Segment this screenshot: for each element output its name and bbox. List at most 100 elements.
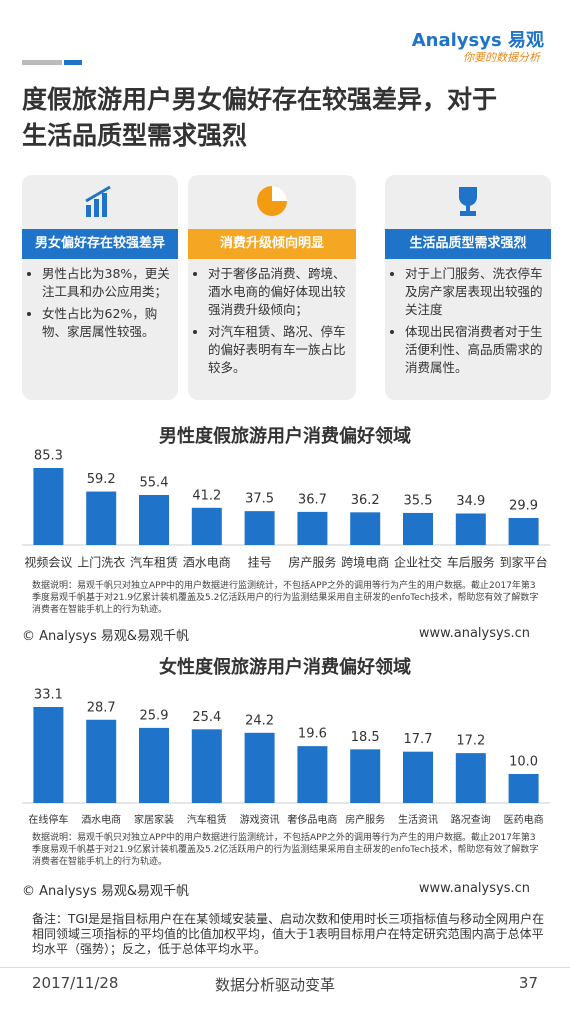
bar bbox=[455, 513, 486, 545]
card: 消费升级倾向明显 对于奢侈品消费、跨境、酒水电商的偏好体现出较强消费升级倾向；对… bbox=[188, 175, 356, 400]
x-tick-label: 汽车租赁 bbox=[130, 555, 178, 570]
value-label: 29.9 bbox=[509, 499, 538, 514]
x-tick-label: 生活资讯 bbox=[398, 813, 438, 826]
x-tick-label: 房产服务 bbox=[288, 555, 336, 570]
bar bbox=[33, 707, 64, 803]
chart-title: 女性度假旅游用户消费偏好领域 bbox=[159, 656, 411, 678]
source-note: 数据说明：易观千帆只对独立APP中的用户数据进行监测统计，不包括APP之外的调用… bbox=[32, 833, 539, 867]
divider bbox=[0, 967, 570, 968]
icon bbox=[257, 186, 287, 216]
value-label: 17.7 bbox=[404, 732, 433, 747]
bar bbox=[350, 749, 381, 803]
bullet: 体现出民宿消费者对于生活便利性、高品质需求的消费属性。 bbox=[405, 323, 543, 377]
value-label: 85.3 bbox=[34, 449, 63, 464]
bar bbox=[455, 753, 486, 803]
x-tick-label: 酒水电商 bbox=[81, 813, 121, 826]
footnote: 备注：TGI是是指目标用户在在某领域安装量、启动次数和使用时长三项指标值与移动全… bbox=[32, 912, 545, 956]
x-tick-label: 在线停车 bbox=[28, 813, 68, 826]
card-title: 消费升级倾向明显 bbox=[188, 229, 356, 259]
footer-slogan: 数据分析驱动变革 bbox=[215, 976, 336, 994]
bar bbox=[508, 773, 539, 803]
bar bbox=[350, 512, 381, 545]
x-tick-label: 酒水电商 bbox=[183, 555, 231, 570]
page-number: 37 bbox=[518, 974, 538, 992]
x-tick-label: 企业社交 bbox=[394, 555, 442, 570]
url: www.analysys.cn bbox=[418, 881, 530, 896]
value-label: 25.4 bbox=[192, 710, 221, 725]
footer-date: 2017/11/28 bbox=[32, 974, 119, 992]
bar bbox=[403, 512, 433, 545]
x-tick-label: 房产服务 bbox=[345, 813, 385, 826]
card-title: 男女偏好存在较强差异 bbox=[22, 229, 178, 259]
value-label: 34.9 bbox=[456, 494, 485, 509]
value-label: 19.6 bbox=[298, 727, 327, 742]
x-tick-label: 车后服务 bbox=[447, 555, 495, 570]
copyright: © Analysys 易观&易观千帆 bbox=[22, 884, 190, 899]
value-label: 10.0 bbox=[509, 754, 538, 769]
bullets: 男性占比为38%，更关注工具和办公应用类； 女性占比为62%，购物、家居属性较强。 bbox=[28, 265, 170, 345]
value-label: 18.5 bbox=[351, 730, 380, 745]
chart: 男性度假旅游用户消费偏好领域 85.3 视频会议 59.2 上门洗衣 55.4 汽车租赁 41… bbox=[22, 425, 550, 570]
value-label: 59.2 bbox=[87, 472, 116, 487]
card: 男女偏好存在较强差异 男性占比为38%，更关注工具和办公应用类； 女性占比为62%… bbox=[22, 175, 178, 400]
x-tick-label: 跨境电商 bbox=[341, 555, 389, 570]
logo-slogan: 你要的数据分析 bbox=[463, 51, 540, 64]
bar bbox=[139, 494, 169, 545]
bar bbox=[191, 507, 222, 545]
x-tick-label: 游戏资讯 bbox=[240, 813, 280, 826]
chart: 女性度假旅游用户消费偏好领域 33.1 在线停车 28.7 酒水电商 25.9 家居家装 25… bbox=[22, 656, 550, 826]
logo-brand: Analysys bbox=[411, 30, 502, 51]
x-tick-label: 路况查询 bbox=[451, 813, 491, 826]
x-tick-label: 挂号 bbox=[248, 556, 272, 570]
x-tick-label: 医药电商 bbox=[504, 813, 544, 826]
value-label: 55.4 bbox=[140, 475, 169, 490]
strip bbox=[22, 60, 62, 65]
bar bbox=[297, 511, 328, 545]
bullet: 对汽车租赁、路况、停车的偏好表明有车一族占比较多。 bbox=[208, 323, 348, 377]
bar bbox=[403, 751, 433, 803]
chart-title: 男性度假旅游用户消费偏好领域 bbox=[159, 425, 411, 447]
bar bbox=[508, 518, 539, 545]
bar bbox=[33, 468, 64, 545]
value-label: 41.2 bbox=[192, 488, 221, 503]
bullets: 对于上门服务、洗衣停车及房产家居表现出较强的关注度体现出民宿消费者对于生活便利性… bbox=[391, 265, 543, 381]
x-tick-label: 汽车租赁 bbox=[187, 813, 227, 826]
value-label: 24.2 bbox=[245, 713, 274, 728]
bullet: 男性占比为38%，更关注工具和办公应用类； bbox=[42, 265, 170, 301]
value-label: 25.9 bbox=[140, 708, 169, 723]
value-label: 37.5 bbox=[245, 492, 274, 507]
logo-cn: 易观 bbox=[508, 30, 544, 51]
x-tick-label: 到家平台 bbox=[500, 555, 548, 570]
value-label: 17.2 bbox=[456, 734, 485, 749]
x-tick-label: 上门洗衣 bbox=[77, 555, 125, 570]
value-label: 36.7 bbox=[298, 492, 327, 507]
bullet: 女性占比为62%，购物、家居属性较强。 bbox=[42, 305, 170, 341]
bullet: 对于奢侈品消费、跨境、酒水电商的偏好体现出较强消费升级倾向； bbox=[208, 265, 348, 319]
x-tick-label: 家居家装 bbox=[134, 813, 174, 826]
bar bbox=[86, 719, 117, 803]
copyright: © Analysys 易观&易观千帆 bbox=[22, 629, 190, 644]
icon bbox=[85, 185, 111, 217]
source-note: 数据说明：易观千帆只对独立APP中的用户数据进行监测统计，不包括APP之外的调用… bbox=[32, 581, 539, 615]
bar bbox=[139, 727, 169, 803]
card: 生活品质型需求强烈 对于上门服务、洗衣停车及房产家居表现出较强的关注度体现出民宿… bbox=[385, 175, 551, 400]
value-label: 35.5 bbox=[404, 493, 433, 508]
bullet: 对于上门服务、洗衣停车及房产家居表现出较强的关注度 bbox=[405, 265, 543, 319]
bar bbox=[191, 729, 222, 803]
page-title: 度假旅游用户男女偏好存在较强差异，对于生活品质型需求强烈 bbox=[22, 85, 498, 150]
bar bbox=[86, 491, 117, 545]
bar bbox=[297, 746, 328, 803]
value-label: 33.1 bbox=[34, 688, 63, 703]
strip bbox=[64, 60, 82, 65]
bar bbox=[244, 732, 275, 803]
icon bbox=[459, 187, 477, 216]
bar bbox=[244, 511, 275, 545]
bullets: 对于奢侈品消费、跨境、酒水电商的偏好体现出较强消费升级倾向；对汽车租赁、路况、停… bbox=[194, 265, 348, 381]
x-tick-label: 视频会议 bbox=[24, 555, 72, 570]
value-label: 28.7 bbox=[87, 700, 116, 715]
card-title: 生活品质型需求强烈 bbox=[385, 229, 551, 259]
x-tick-label: 奢侈品电商 bbox=[287, 813, 337, 826]
value-label: 36.2 bbox=[351, 493, 380, 508]
url: www.analysys.cn bbox=[418, 626, 530, 641]
